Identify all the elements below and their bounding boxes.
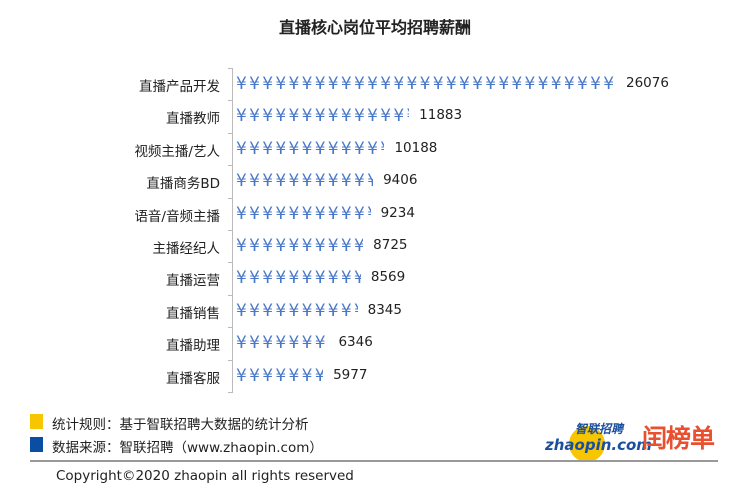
data-label: 9234: [380, 204, 415, 221]
category-label: 直播运营: [166, 273, 220, 290]
bar: ¥¥¥¥¥¥¥¥¥¥¥¥¥¥¥¥¥¥¥¥¥¥¥¥¥¥¥¥¥¥: [236, 333, 328, 354]
zhaopin-logo: 智联招聘 zhaopin.com: [545, 418, 652, 462]
axis-tick: [228, 197, 233, 199]
category-label: 视频主播/艺人: [134, 143, 220, 160]
category-label: 直播助理: [166, 338, 220, 355]
legend-source-text: 数据来源：智联招聘（www.zhaopin.com）: [52, 440, 323, 456]
axis-tick: [228, 294, 233, 296]
data-label: 6346: [338, 334, 373, 351]
category-label: 主播经纪人: [152, 241, 221, 257]
category-label: 直播销售: [166, 305, 220, 322]
zhaopin-logo-cn: 智联招聘: [575, 422, 624, 436]
bar: ¥¥¥¥¥¥¥¥¥¥¥¥¥¥¥¥¥¥¥¥¥¥¥¥¥¥¥¥¥¥: [236, 74, 616, 94]
axis-tick: [228, 391, 233, 393]
chart-title: 直播核心岗位平均招聘薪酬: [278, 18, 471, 37]
axis-tick: [228, 359, 233, 361]
legend-swatch-blue: [30, 437, 43, 452]
category-label: 直播教师: [166, 111, 220, 128]
legend-swatch-yellow: [30, 414, 43, 429]
footer-divider: [30, 460, 718, 462]
axis-tick: [228, 327, 233, 329]
bar: ¥¥¥¥¥¥¥¥¥¥¥¥¥¥¥¥¥¥¥¥¥¥¥¥¥¥¥¥¥¥: [236, 106, 409, 127]
bar: ¥¥¥¥¥¥¥¥¥¥¥¥¥¥¥¥¥¥¥¥¥¥¥¥¥¥¥¥¥¥: [236, 268, 361, 289]
data-label: 26076: [626, 75, 669, 91]
bangdan-logo: 闰榜单: [642, 424, 715, 453]
bar: ¥¥¥¥¥¥¥¥¥¥¥¥¥¥¥¥¥¥¥¥¥¥¥¥¥¥¥¥¥¥: [236, 365, 324, 386]
bar: ¥¥¥¥¥¥¥¥¥¥¥¥¥¥¥¥¥¥¥¥¥¥¥¥¥¥¥¥¥¥: [236, 138, 384, 159]
copyright: Copyright©2020 zhaopin all rights reserv…: [56, 468, 354, 484]
category-label: 直播客服: [166, 370, 220, 387]
data-label: 10188: [394, 139, 438, 156]
bar: ¥¥¥¥¥¥¥¥¥¥¥¥¥¥¥¥¥¥¥¥¥¥¥¥¥¥¥¥¥¥: [236, 300, 358, 321]
axis-tick: [228, 262, 233, 264]
data-label: 8569: [370, 269, 406, 286]
bar: ¥¥¥¥¥¥¥¥¥¥¥¥¥¥¥¥¥¥¥¥¥¥¥¥¥¥¥¥¥¥: [236, 203, 371, 224]
data-label: 11883: [419, 107, 463, 124]
axis-tick: [228, 230, 233, 231]
category-label: 直播产品开发: [139, 79, 220, 95]
data-label: 9406: [383, 172, 418, 189]
data-label: 8725: [373, 237, 408, 253]
bar: ¥¥¥¥¥¥¥¥¥¥¥¥¥¥¥¥¥¥¥¥¥¥¥¥¥¥¥¥¥¥: [236, 171, 373, 192]
data-label: 8345: [367, 301, 402, 318]
axis-tick: [228, 165, 233, 167]
legend-rule-text: 统计规则：基于智联招聘大数据的统计分析: [52, 417, 309, 433]
axis-tick: [228, 68, 233, 69]
zhaopin-logo-en: zhaopin.com: [545, 436, 652, 454]
category-label: 直播商务BD: [146, 176, 220, 193]
category-label: 语音/音频主播: [134, 208, 220, 225]
bar: ¥¥¥¥¥¥¥¥¥¥¥¥¥¥¥¥¥¥¥¥¥¥¥¥¥¥¥¥¥¥: [236, 236, 364, 256]
axis-tick: [228, 100, 233, 102]
axis-tick: [228, 132, 233, 134]
data-label: 5977: [333, 366, 368, 383]
